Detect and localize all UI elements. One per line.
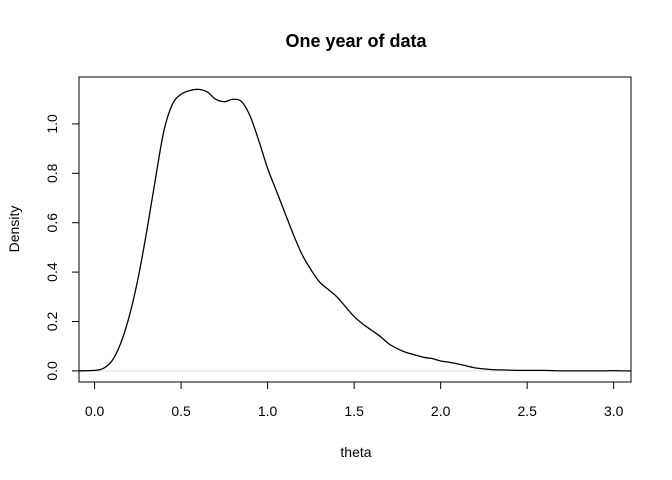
x-tick-label: 1.0 (258, 403, 278, 419)
density-curve (78, 88, 632, 372)
y-tick-label: 0.6 (44, 213, 60, 233)
x-tick-label: 3.0 (604, 403, 624, 419)
x-tick-label: 2.0 (431, 403, 451, 419)
x-tick-label: 0.0 (85, 403, 105, 419)
y-tick-label: 1.0 (44, 114, 60, 134)
y-tick-label: 0.4 (44, 262, 60, 282)
y-tick-label: 0.0 (44, 361, 60, 381)
plot-frame (78, 76, 632, 383)
y-tick-label: 0.2 (44, 312, 60, 332)
y-axis-label: Density (6, 206, 22, 253)
x-tick-label: 0.5 (171, 403, 191, 419)
x-axis: 0.0 0.5 1.0 1.5 2.0 2.5 3.0 (85, 381, 624, 419)
x-tick-label: 1.5 (344, 403, 364, 419)
y-tick-label: 0.8 (44, 163, 60, 183)
chart-title: One year of data (285, 31, 427, 51)
x-tick-label: 2.5 (517, 403, 537, 419)
x-axis-label: theta (340, 444, 371, 460)
y-axis: 0.0 0.2 0.4 0.6 0.8 1.0 (44, 114, 80, 381)
